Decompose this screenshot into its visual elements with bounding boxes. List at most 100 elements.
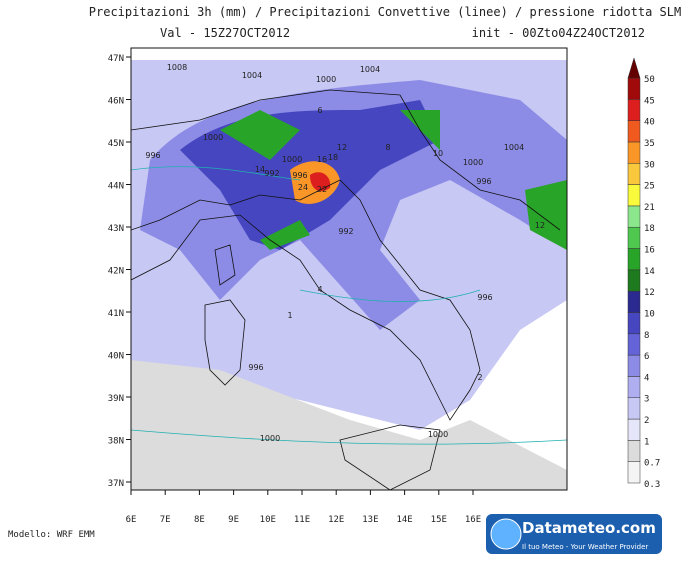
legend-swatch [627, 312, 641, 335]
legend-label: 18 [644, 224, 655, 234]
legend-label: 1 [644, 437, 649, 447]
contour-label: 24 [298, 183, 308, 192]
legend-label: 21 [644, 203, 655, 213]
lat-label: 42N [108, 267, 124, 277]
coastline [131, 179, 481, 421]
contour-label: 22 [317, 185, 327, 194]
lon-label: 11E [294, 515, 310, 525]
lat-label: 45N [108, 139, 124, 149]
legend-label: 3 [644, 395, 649, 405]
lon-label: 7E [160, 515, 171, 525]
contour-label: 1004 [242, 71, 262, 80]
lat-label: 37N [108, 479, 124, 489]
precip-area [220, 110, 567, 250]
legend-label: 40 [644, 118, 655, 128]
contour-label: 6 [317, 106, 322, 115]
contour-label: 1000 [428, 430, 448, 439]
lat-label: 46N [108, 97, 124, 107]
lon-label: 13E [362, 515, 378, 525]
legend-label: 0.7 [644, 459, 660, 469]
lon-label: 6E [126, 515, 137, 525]
contour-label: 996 [292, 171, 307, 180]
legend-swatch [627, 440, 641, 462]
island [204, 244, 441, 490]
legend-swatch [627, 141, 641, 164]
contour-label: 1000 [260, 434, 280, 443]
contour-label: 1000 [316, 75, 336, 84]
legend-swatch [627, 376, 641, 398]
precip-area [310, 172, 331, 192]
lat-label: 43N [108, 224, 124, 234]
legend-swatch [627, 99, 641, 121]
lon-label: 16E [465, 515, 481, 525]
contour-label: 996 [145, 151, 160, 160]
legend-swatch [627, 354, 641, 377]
contour-label: 4 [317, 285, 322, 294]
legend-swatch [627, 77, 641, 100]
lon-label: 10E [260, 515, 276, 525]
lon-label: 15E [431, 515, 447, 525]
contour-label: 1004 [504, 143, 524, 152]
isobar [131, 166, 567, 445]
lat-label: 38N [108, 437, 124, 447]
model-label: Modello: WRF EMM [8, 530, 95, 540]
legend-label: 14 [644, 267, 655, 277]
legend-label: 30 [644, 160, 655, 170]
contour-label: 18 [328, 153, 338, 162]
contour-label: 1000 [203, 133, 223, 142]
contour-label: 12 [535, 221, 545, 230]
contour-label: 1000 [282, 155, 302, 164]
legend-label: 4 [644, 373, 649, 383]
precip-area [131, 360, 567, 490]
contour-label: 1000 [463, 158, 483, 167]
logo-tagline: Il tuo Meteo - Your Weather Provider [522, 543, 648, 551]
lat-label: 47N [108, 54, 124, 64]
legend-label: 25 [644, 182, 655, 192]
contour-label: 14 [255, 165, 265, 174]
logo-text: Datameteo.com [522, 519, 656, 537]
lon-label: 14E [396, 515, 412, 525]
legend-label: 45 [644, 96, 655, 106]
init-time: init - 00Zto04Z24OCT2012 [472, 26, 645, 40]
legend-label: 2 [644, 416, 649, 426]
legend-swatch [627, 290, 641, 313]
legend-swatch [627, 397, 641, 420]
legend-label: 35 [644, 139, 655, 149]
legend-swatch [627, 163, 641, 185]
legend-label: 10 [644, 309, 655, 319]
contour-label: 2 [477, 373, 482, 382]
legend-swatch [627, 248, 641, 271]
logo-box [486, 514, 662, 554]
border [131, 89, 561, 231]
legend-swatch [627, 461, 641, 484]
lat-label: 40N [108, 352, 124, 362]
lat-label: 44N [108, 182, 124, 192]
legend-swatch [627, 184, 641, 207]
contour-label: 992 [338, 227, 353, 236]
contour-label: 996 [477, 293, 492, 302]
title: Precipitazioni 3h (mm) / Precipitazioni … [89, 5, 681, 19]
legend-swatch [627, 205, 641, 228]
contour-label: 992 [264, 169, 279, 178]
contour-label: 996 [248, 363, 263, 372]
lon-label: 12E [328, 515, 344, 525]
legend-label: 0.3 [644, 480, 660, 490]
contour-label: 8 [385, 143, 390, 152]
legend-swatch [627, 333, 641, 356]
lat-label: 41N [108, 309, 124, 319]
contour-label: 12 [337, 143, 347, 152]
legend-label: 6 [644, 352, 649, 362]
lon-label: 9E [228, 515, 239, 525]
legend-swatch [627, 418, 641, 441]
legend-swatch [627, 269, 641, 292]
contour-label: 1 [287, 311, 292, 320]
valid-time: Val - 15Z27OCT2012 [160, 26, 290, 40]
lat-label: 39N [108, 394, 124, 404]
contour-label: 1004 [360, 65, 380, 74]
legend-label: 50 [644, 75, 655, 85]
contour-label: 16 [317, 155, 327, 164]
lon-label: 8E [194, 515, 205, 525]
legend-label: 12 [644, 288, 655, 298]
